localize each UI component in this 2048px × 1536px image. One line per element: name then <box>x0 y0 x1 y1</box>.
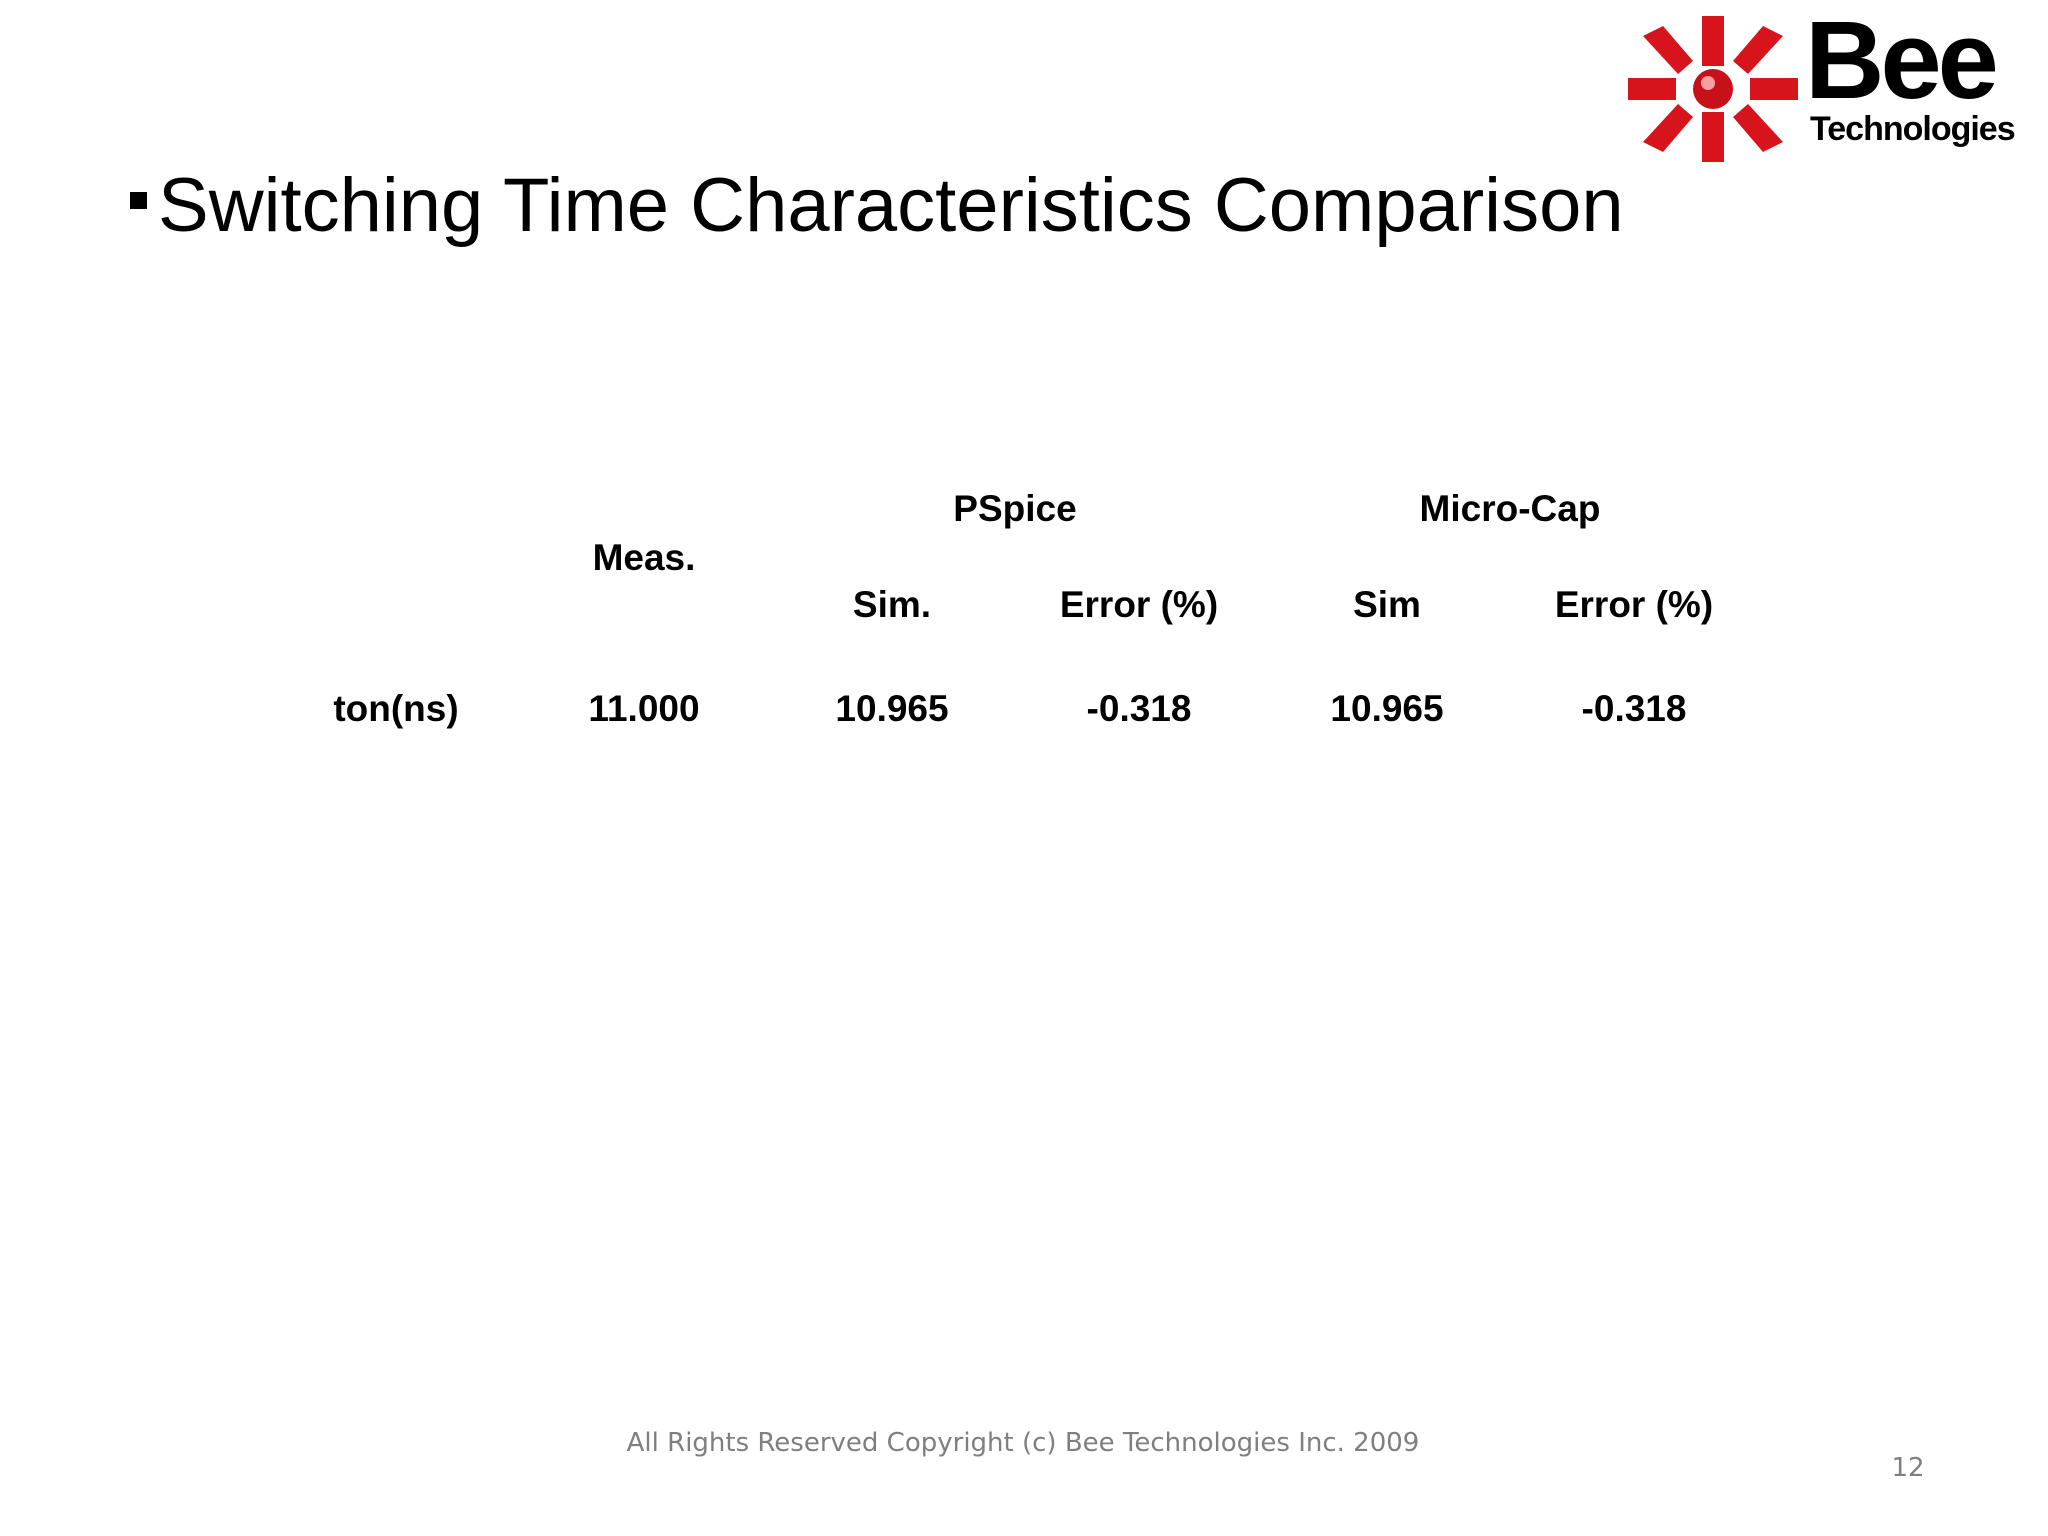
row-label: ton(ns) <box>333 688 459 729</box>
column-header: Error (%) <box>1554 584 1714 625</box>
page-number: 12 <box>1891 1453 1925 1483</box>
slide-title: Switching Time Characteristics Compariso… <box>158 163 1624 248</box>
column-header: Meas. <box>592 537 696 578</box>
logo-tagline: Technologies <box>1810 110 2016 148</box>
table-cell: 10.965 <box>835 688 949 729</box>
table-cell: -0.318 <box>1086 688 1192 729</box>
column-header: Error (%) <box>1059 584 1219 625</box>
logo-icon <box>1628 16 1798 162</box>
logo-name: Bee <box>1805 0 1999 122</box>
table-cell: 10.965 <box>1330 688 1444 729</box>
group-header: PSpice <box>953 488 1077 529</box>
group-header: Micro-Cap <box>1419 488 1601 529</box>
bullet <box>130 192 147 209</box>
copyright: All Rights Reserved Copyright (c) Bee Te… <box>626 1428 1420 1458</box>
table-cell: -0.318 <box>1581 688 1687 729</box>
column-header: Sim <box>1353 584 1421 625</box>
table-cell: 11.000 <box>588 688 700 729</box>
column-header: Sim. <box>852 584 932 625</box>
